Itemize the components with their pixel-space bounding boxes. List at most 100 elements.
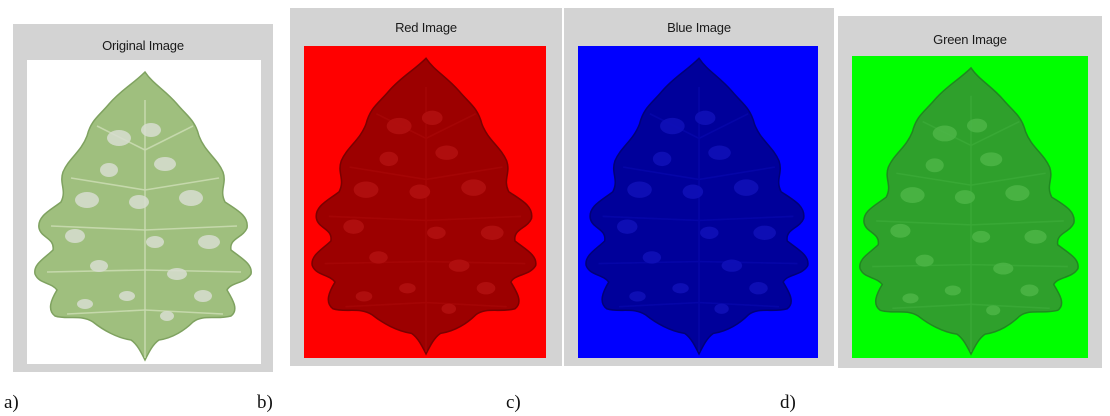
leaf-spot <box>672 283 689 294</box>
leaf-vein <box>425 301 507 308</box>
panel-original: Original Image <box>13 24 273 372</box>
panel-title-red: Red Image <box>395 20 457 35</box>
leaf-spot <box>616 219 638 234</box>
leaf-spot <box>409 184 431 199</box>
leaf-vein <box>699 260 798 265</box>
leaf-spot <box>954 190 976 205</box>
panel-red: Red Image <box>290 8 562 366</box>
leaf-spot <box>480 225 504 240</box>
leaf-shape <box>34 70 252 362</box>
panel-blue: Blue Image <box>564 8 834 366</box>
leaf-spot <box>343 219 364 234</box>
leaf-spot <box>369 251 388 264</box>
leaf-vein <box>970 120 1020 147</box>
leaf-vein <box>426 260 526 265</box>
leaf-spot <box>682 184 704 199</box>
leaf-vein <box>144 269 242 273</box>
leaf-vein <box>698 215 794 222</box>
leaf-spot <box>461 179 487 196</box>
leaf-vein <box>618 301 700 308</box>
leaf-spot <box>75 192 99 208</box>
leaf-spot <box>435 145 459 160</box>
leaf-vein <box>144 309 224 315</box>
leaf-vein <box>349 166 427 181</box>
leaf-spot <box>146 236 164 248</box>
panel-green: Green Image <box>838 16 1102 368</box>
leaf-spot <box>733 179 759 196</box>
leaf-spot <box>694 110 716 126</box>
leaf-image-blue <box>578 46 818 358</box>
panel-title-blue: Blue Image <box>667 20 731 35</box>
leaf-spot <box>90 260 108 272</box>
leaf-image-original <box>27 60 261 364</box>
leaf-vein <box>425 113 477 140</box>
leaf-spot <box>107 130 131 146</box>
leaf-spot <box>629 291 646 302</box>
leaf-spot <box>652 151 672 167</box>
leaf-graphic-green <box>852 56 1088 358</box>
leaf-spot <box>972 230 991 243</box>
panel-title-original: Original Image <box>102 38 184 53</box>
leaf-spot <box>179 190 203 206</box>
leaf-spot <box>900 187 925 204</box>
leaf-shape <box>585 57 809 356</box>
leaf-spot <box>700 226 719 239</box>
leaf-vein <box>970 303 1050 310</box>
leaf-graphic-red <box>304 46 546 358</box>
leaf-spot <box>749 282 768 295</box>
leaf-shape <box>859 66 1079 356</box>
leaf-spot <box>141 123 161 137</box>
leaf-spot <box>986 305 1001 316</box>
leaf-spot <box>1020 284 1039 297</box>
leaf-vein <box>970 220 1064 226</box>
leaf-spot <box>353 181 379 198</box>
leaf-vein <box>622 166 700 181</box>
leaf-vein <box>345 301 427 308</box>
leaf-spot <box>627 181 652 198</box>
leaf-spot <box>753 225 776 240</box>
leaf-spot <box>1005 185 1030 202</box>
leaf-vein <box>892 303 972 310</box>
caption-c: c) <box>506 392 521 413</box>
leaf-graphic-original <box>27 60 261 364</box>
leaf-spot <box>915 254 934 267</box>
leaf-spot <box>932 125 957 142</box>
leaf-spot <box>448 259 470 272</box>
leaf-spot <box>660 117 685 135</box>
leaf-spot <box>708 145 731 160</box>
leaf-vein <box>50 225 146 231</box>
leaf-spot <box>902 293 919 304</box>
leaf-spot <box>77 299 93 309</box>
leaf-vein <box>698 166 776 181</box>
leaf-spot <box>642 251 662 264</box>
leaf-spot <box>386 117 412 135</box>
leaf-spot <box>160 311 174 321</box>
leaf-vein <box>144 125 194 151</box>
leaf-spot <box>890 223 911 238</box>
leaf-spot <box>441 303 457 314</box>
leaf-spot <box>198 235 220 249</box>
leaf-spot <box>421 110 443 126</box>
leaf-vein <box>970 172 1046 186</box>
leaf-image-green <box>852 56 1088 358</box>
leaf-vein <box>328 215 427 222</box>
leaf-spot <box>476 282 496 295</box>
leaf-spot <box>119 291 135 301</box>
leaf-spot <box>993 262 1014 275</box>
leaf-spot <box>167 268 187 280</box>
leaf-vein <box>970 263 1068 268</box>
leaf-spot <box>1024 229 1047 244</box>
leaf-vein <box>144 177 220 191</box>
leaf-spot <box>194 290 212 302</box>
leaf-vein <box>144 225 238 231</box>
leaf-spot <box>399 283 416 294</box>
leaf-vein <box>698 301 780 308</box>
caption-a: a) <box>4 392 19 413</box>
leaf-spot <box>427 226 446 239</box>
leaf-spot <box>925 158 944 173</box>
leaf-spot <box>65 229 85 243</box>
leaf-vein <box>425 166 503 181</box>
leaf-spot <box>966 118 988 133</box>
leaf-spot <box>355 291 373 302</box>
